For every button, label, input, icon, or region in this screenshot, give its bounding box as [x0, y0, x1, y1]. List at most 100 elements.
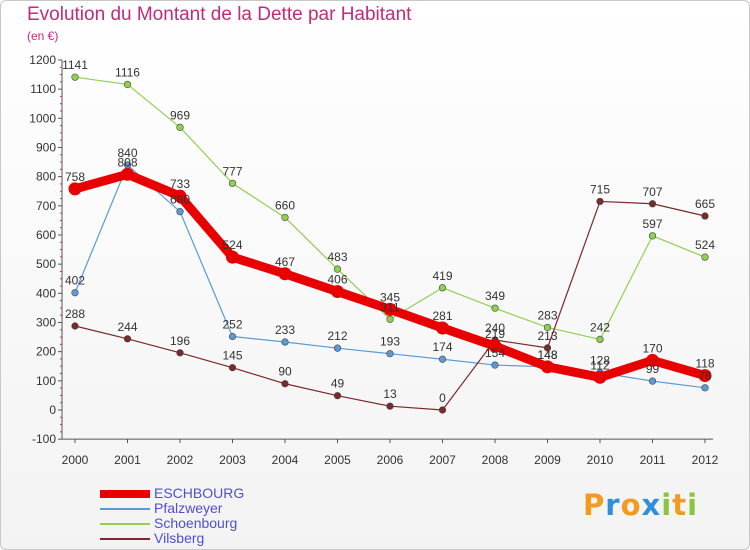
data-point-eschbourg [488, 339, 502, 353]
data-point-eschbourg [436, 321, 449, 335]
data-point-schoenbourg [386, 315, 394, 323]
data-label-schoenbourg: 660 [275, 198, 295, 212]
data-point-eschbourg [331, 285, 344, 299]
data-label-pfalzweyer: 128 [590, 354, 610, 368]
logo-letter: i [687, 488, 699, 522]
data-label-vilsberg: 213 [537, 329, 557, 343]
data-point-vilsberg [228, 364, 237, 372]
data-label-eschbourg: 467 [275, 255, 295, 269]
y-tick-label: 600 [36, 228, 56, 242]
data-point-schoenbourg [333, 265, 342, 273]
legend-item-schoenbourg: Schoenbourg [100, 515, 300, 531]
data-point-eschbourg [121, 167, 134, 181]
data-label-schoenbourg: 524 [695, 238, 715, 252]
data-point-eschbourg [593, 370, 607, 384]
legend-label: ESCHBOURG [154, 485, 245, 501]
data-label-pfalzweyer: 174 [432, 340, 452, 354]
data-label-schoenbourg: 1116 [115, 65, 140, 79]
data-label-vilsberg: 196 [170, 334, 190, 348]
y-tick-label: 200 [36, 345, 56, 359]
logo-letter: x [641, 488, 662, 522]
data-label-vilsberg: 715 [590, 182, 610, 196]
y-tick-label: 100 [36, 374, 56, 388]
y-tick-label: 1200 [29, 53, 56, 67]
data-label-eschbourg: 148 [537, 348, 557, 362]
data-point-pfalzweyer [281, 338, 289, 346]
data-point-vilsberg [333, 392, 342, 400]
data-label-pfalzweyer: 99 [646, 362, 660, 376]
data-label-vilsberg: 0 [439, 391, 446, 405]
data-point-pfalzweyer [176, 208, 184, 216]
data-label-eschbourg: 345 [380, 290, 400, 304]
legend-swatch [100, 490, 150, 498]
data-label-schoenbourg: 1141 [62, 58, 88, 72]
data-label-pfalzweyer: 402 [65, 274, 85, 288]
y-tick-label: 300 [36, 315, 56, 329]
data-label-eschbourg: 281 [432, 309, 452, 323]
data-label-eschbourg: 808 [117, 155, 137, 169]
logo-letter: i [661, 488, 673, 522]
x-tick-label: 2008 [482, 453, 509, 467]
data-label-eschbourg: 170 [642, 341, 662, 355]
data-point-schoenbourg [228, 179, 237, 187]
x-tick-label: 2004 [272, 453, 299, 467]
x-tick-label: 2000 [62, 453, 89, 467]
data-point-schoenbourg [71, 73, 79, 81]
x-tick-label: 2007 [429, 453, 456, 467]
data-point-schoenbourg [701, 253, 709, 261]
data-label-pfalzweyer: 840 [117, 146, 137, 160]
data-label-schoenbourg: 419 [432, 269, 452, 283]
x-tick-label: 2011 [640, 453, 666, 467]
data-label-pfalzweyer: 154 [485, 346, 505, 360]
y-tick-label: 0 [49, 403, 56, 417]
data-label-schoenbourg: 777 [222, 164, 242, 178]
data-point-eschbourg [68, 182, 82, 196]
data-point-pfalzweyer [648, 377, 657, 385]
logo-letter: r [605, 488, 621, 522]
data-label-pfalzweyer: 252 [222, 317, 242, 331]
y-tick-label: 900 [36, 140, 56, 154]
logo-letter: t [672, 488, 688, 522]
y-tick-label: 800 [36, 170, 56, 184]
data-label-schoenbourg: 311 [380, 300, 399, 314]
data-label-schoenbourg: 483 [327, 250, 347, 264]
data-point-schoenbourg [123, 80, 132, 89]
data-label-vilsberg: 90 [278, 365, 292, 379]
data-point-eschbourg [646, 353, 659, 367]
data-point-schoenbourg [176, 123, 184, 131]
data-label-schoenbourg: 597 [642, 217, 662, 231]
data-point-vilsberg [596, 197, 604, 206]
data-point-schoenbourg [596, 335, 604, 344]
x-tick-label: 2012 [692, 453, 719, 467]
data-label-eschbourg: 758 [65, 170, 85, 184]
y-tick-label: 1000 [29, 111, 56, 125]
data-point-pfalzweyer [228, 332, 237, 341]
data-point-vilsberg [701, 212, 709, 220]
data-point-vilsberg [123, 335, 132, 343]
x-tick-label: 2009 [534, 453, 561, 467]
data-label-vilsberg: 49 [331, 377, 345, 391]
line-chart: -100010020030040050060070080090010001100… [29, 53, 719, 467]
data-point-vilsberg [71, 322, 79, 330]
x-tick-label: 2002 [167, 453, 194, 467]
data-label-vilsberg: 240 [485, 321, 505, 335]
legend-label: Pfalzweyer [154, 500, 223, 516]
data-point-pfalzweyer [701, 384, 709, 392]
legend-label: Vilsberg [154, 530, 205, 546]
x-tick-label: 2010 [587, 453, 614, 467]
data-point-pfalzweyer [491, 361, 499, 369]
legend-swatch [100, 508, 150, 510]
data-label-eschbourg: 112 [590, 358, 609, 372]
y-tick-label: -100 [32, 432, 56, 446]
data-label-eschbourg: 219 [485, 327, 505, 341]
x-tick-label: 2006 [377, 453, 404, 467]
data-point-pfalzweyer [438, 355, 447, 363]
data-label-pfalzweyer: 212 [327, 329, 347, 343]
data-label-vilsberg: 707 [642, 185, 662, 199]
data-point-schoenbourg [281, 213, 289, 222]
data-label-vilsberg: 145 [222, 349, 242, 363]
data-point-schoenbourg [491, 304, 499, 312]
data-label-eschbourg: 118 [695, 357, 714, 371]
legend-item-vilsberg: Vilsberg [100, 530, 300, 546]
x-tick-label: 2001 [114, 453, 141, 467]
